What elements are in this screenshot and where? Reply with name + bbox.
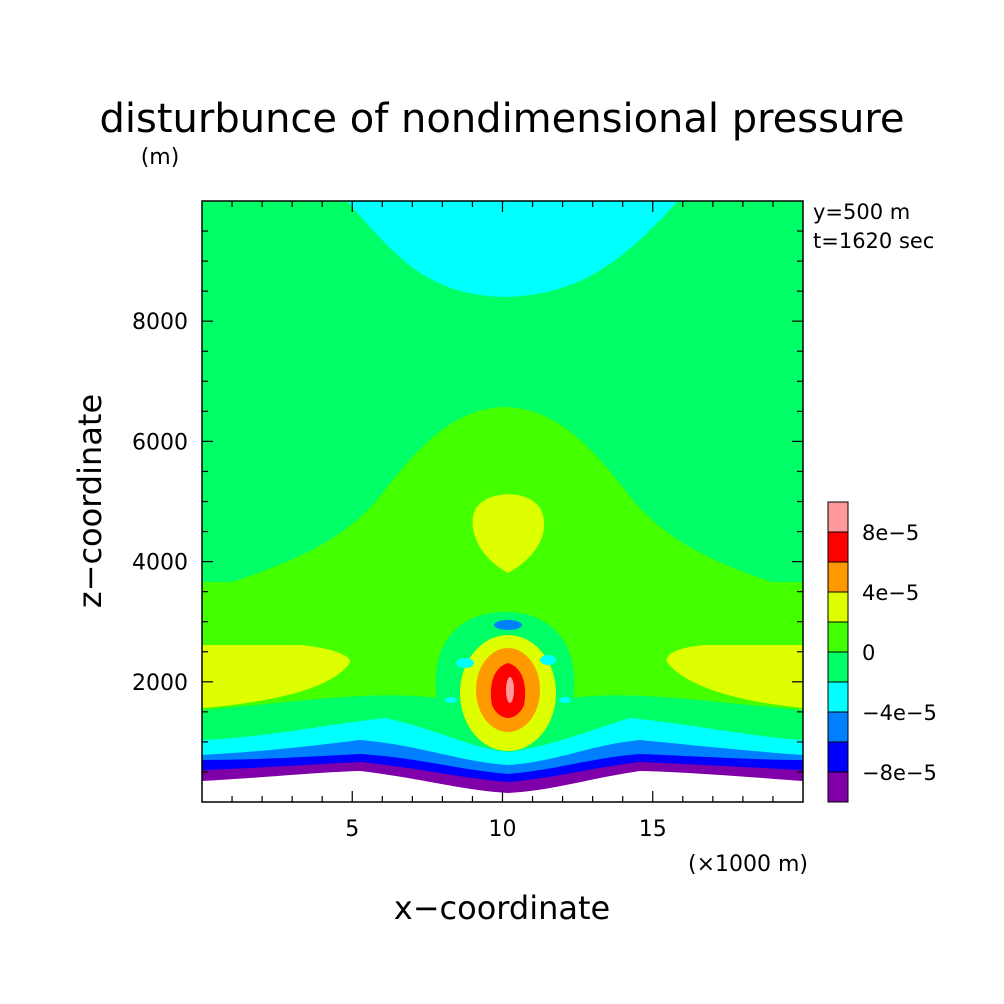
y-tick-label: 2000 <box>132 671 188 696</box>
contour-small-cyan-2 <box>540 655 556 665</box>
y-tick-label: 6000 <box>132 430 188 455</box>
colorbar-label: −8e−5 <box>862 761 937 785</box>
contour-core-max <box>506 677 514 703</box>
x-axis-label: x−coordinate <box>394 889 610 927</box>
colorbar-cell <box>827 651 849 683</box>
colorbar-cell <box>827 621 849 653</box>
x-axis-unit: (×1000 m) <box>688 852 808 877</box>
y-axis-label: z−coordinate <box>71 394 109 608</box>
colorbar-cell <box>827 741 849 773</box>
contour-left-positive-lobe <box>202 645 351 708</box>
contour-upper-negative-cap <box>347 201 678 297</box>
colorbar-label: 0 <box>862 641 875 665</box>
colorbar-cell <box>827 711 849 743</box>
colorbar-cell <box>827 501 849 533</box>
colorbar-cell <box>827 681 849 713</box>
x-tick-label: 15 <box>639 817 667 842</box>
colorbar-cell <box>827 591 849 623</box>
contour-small-cyan-3 <box>445 697 457 703</box>
y-tick-label: 4000 <box>132 551 188 576</box>
contour-positive-dome <box>202 407 803 790</box>
contour-small-blue <box>494 620 522 630</box>
contour-field <box>202 201 803 802</box>
y-axis-unit: (m) <box>141 145 180 170</box>
axis-ticks <box>202 201 803 802</box>
colorbar-cell <box>827 531 849 563</box>
annotation-y: y=500 m <box>813 200 910 224</box>
colorbar-cell <box>827 771 849 803</box>
colorbar: −8e−5 −4e−5 0 4e−5 8e−5 <box>827 501 937 803</box>
contour-small-cyan-4 <box>559 697 571 703</box>
x-tick-label: 5 <box>345 817 359 842</box>
x-tick-label: 10 <box>489 817 517 842</box>
y-tick-label: 8000 <box>132 310 188 335</box>
contour-upper-positive-blob <box>472 494 545 573</box>
colorbar-label: 4e−5 <box>862 581 919 605</box>
contour-right-positive-lobe <box>666 645 803 708</box>
tick-labels: 5 10 15 2000 4000 6000 8000 <box>132 310 667 842</box>
colorbar-label: 8e−5 <box>862 521 919 545</box>
chart-title: disturbunce of nondimensional pressure <box>100 96 905 142</box>
contour-small-cyan-1 <box>456 658 474 668</box>
annotation-t: t=1620 sec <box>813 229 934 253</box>
colorbar-cell <box>827 561 849 593</box>
colorbar-label: −4e−5 <box>862 701 937 725</box>
